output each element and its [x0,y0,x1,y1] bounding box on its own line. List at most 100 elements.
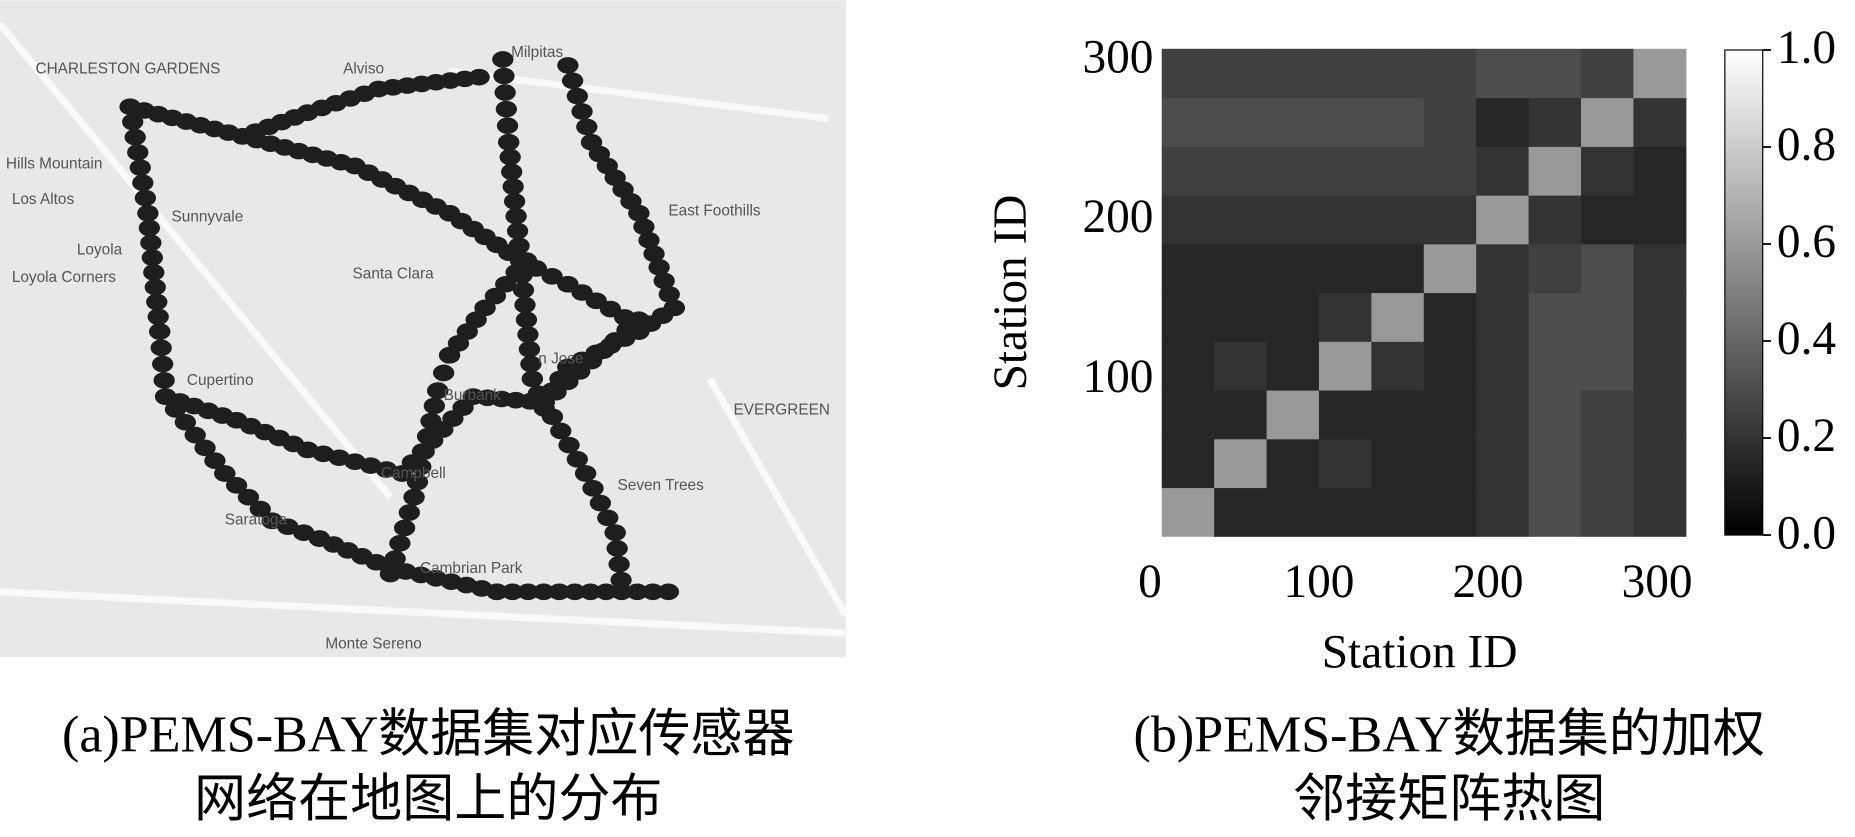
heatmap-cell [1581,97,1635,147]
heatmap-cell [1371,97,1425,147]
y-axis-label: Station ID [985,195,1037,391]
sensor [389,535,411,552]
heatmap-cell [1214,292,1268,342]
sensor [416,428,439,445]
sensor [468,68,490,86]
heatmap-cell [1476,97,1530,147]
sensor [495,275,517,293]
colorbar-tick-label: 0.4 [1777,313,1836,365]
sensor [484,287,507,305]
heatmap-cell [1633,487,1687,537]
heatmap-cell [1266,438,1320,489]
sensor [597,509,619,527]
sensor [521,370,544,388]
sensor [604,524,626,541]
caption: (a)PEMS-BAY数据集对应传感器 [62,707,795,764]
heatmap-cell [1266,243,1320,294]
sensor [589,494,612,512]
map-label: Cambrian Park [420,560,523,577]
map-label: Seven Trees [618,477,705,494]
sensor [427,382,449,399]
sensor [657,583,680,601]
sensor [124,128,146,146]
heatmap-cell [1476,341,1530,391]
heatmap-cell [1423,341,1477,391]
heatmap-cell [1528,438,1582,489]
heatmap-cell [1476,146,1530,196]
heatmap-cell [1423,292,1477,342]
heatmap-cell [1423,146,1477,196]
heatmap-cell [1266,48,1320,99]
heatmap-cell [1581,341,1635,391]
sensor [129,159,151,176]
heatmap-cell [1266,292,1320,342]
sensor [494,84,516,101]
heatmap-cell [1476,292,1530,342]
sensor [653,272,675,290]
sensor [164,401,187,418]
heatmap-cell [1161,389,1215,440]
sensor [638,232,660,249]
heatmap-cell [1371,243,1425,294]
sensor [496,117,519,134]
heatmap-cell [1266,146,1320,196]
heatmap-cell [1423,195,1477,245]
sensor [606,540,628,557]
sensor [514,296,536,314]
sensor [517,583,539,601]
sensor [541,268,563,285]
heatmap-cell [1214,97,1268,147]
colorbar-tick-label: 0.0 [1777,507,1836,559]
heatmap-cell [1633,389,1687,440]
map-background [0,0,846,657]
sensor [237,488,260,506]
map-label: n Jose [538,350,583,367]
sensor [432,364,455,382]
map-label: Monte Sereno [325,636,421,653]
y-tick-label: 300 [1082,31,1153,83]
sensor [541,408,564,426]
sensor [143,264,165,281]
caption: (b)PEMS-BAY数据集的加权 [1134,707,1765,764]
heatmap-cell [1318,97,1372,147]
heatmap-cell [1266,389,1320,440]
sensor [576,118,598,136]
heatmap-cell [1633,48,1687,99]
heatmap-cell [1266,195,1320,245]
sensor [505,207,527,225]
sensor [505,264,527,281]
sensor [149,323,171,340]
y-tick-label: 100 [1082,351,1153,403]
heatmap-cell [1161,243,1215,294]
sensor [608,555,630,573]
street [0,21,394,500]
heatmap-cell [1581,438,1635,489]
caption: 邻接矩阵热图 [1293,772,1605,829]
sensor [292,524,315,541]
sensor [499,148,521,166]
sensor [153,372,175,389]
heatmap-cell [1528,97,1582,147]
sensor [579,583,602,601]
heatmap-cell [1371,438,1425,489]
sensor [561,72,584,90]
colorbar-tick-label: 0.8 [1777,119,1836,171]
sensor [384,550,406,567]
sensor [498,133,520,151]
sensor [642,583,664,601]
sensor [515,252,538,269]
heatmap-cell [1318,48,1372,99]
sensor [633,218,655,236]
map-label: Burbank [444,387,502,404]
sensor [134,189,156,207]
heatmap-cell [1371,292,1425,342]
sensor [141,249,163,266]
sensor [132,174,154,192]
heatmap-cell [1318,195,1372,245]
sensor [550,422,572,440]
heatmap-cell [1214,487,1268,537]
sensor [582,480,604,497]
map-label: Santa Clara [353,265,435,282]
